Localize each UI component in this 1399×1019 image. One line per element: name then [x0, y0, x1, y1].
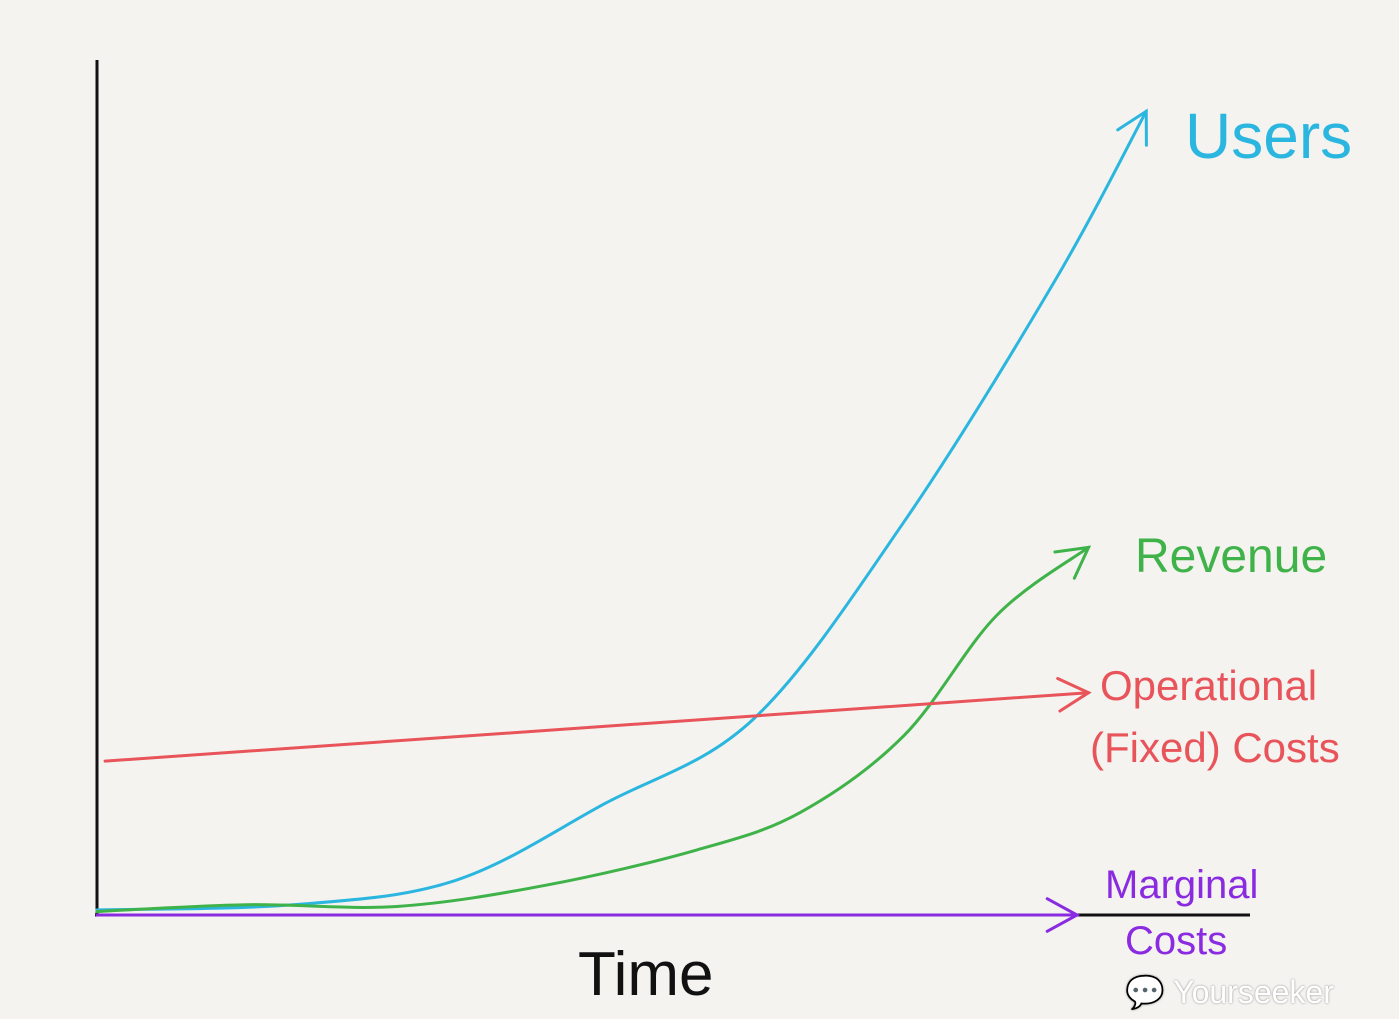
label-fixed-costs: (Fixed) Costs [1090, 724, 1340, 771]
arrowhead-icon-revenue [1053, 545, 1092, 580]
arrowhead-icon-users [1116, 108, 1148, 147]
label-operational: Operational [1100, 662, 1317, 709]
series-line-users [95, 109, 1148, 912]
label-marginal-costs: Costs [1125, 919, 1227, 963]
series-line-revenue [95, 545, 1091, 914]
label-users: Users [1185, 100, 1352, 172]
watermark: 💬 Yourseeker [1125, 974, 1334, 1010]
arrowhead-icon-marginal-costs [1045, 897, 1081, 933]
watermark-text: Yourseeker [1173, 974, 1334, 1010]
label-marginal: Marginal [1105, 863, 1258, 907]
arrowhead-icon-operational-fixed-costs [1056, 677, 1092, 713]
label-revenue: Revenue [1135, 530, 1327, 583]
x-axis-label: Time [578, 940, 713, 1009]
series-line-operational-fixed-costs [103, 691, 1091, 763]
